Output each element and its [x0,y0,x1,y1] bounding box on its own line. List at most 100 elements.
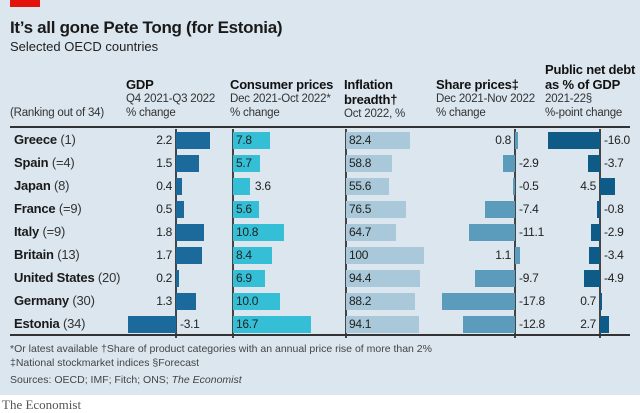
inflation-bar [346,316,420,333]
country-rank: (1) [60,132,76,147]
share-value: -12.8 [519,317,545,331]
share-bar [442,293,515,310]
gdp-bar [176,247,203,264]
debt-value: -3.7 [604,156,624,170]
header-share-period: Dec 2021-Nov 2022 [436,93,535,105]
country-label: Italy (=9) [14,224,65,239]
cpi-bar [233,132,270,149]
header-inflation: Inflation breadth† Oct 2022, % [344,77,405,121]
debt-axis-line [599,129,601,338]
share-bar [469,224,515,241]
footer-rule [10,334,630,336]
country-rank: (=9) [58,201,82,216]
cpi-bar [233,155,260,172]
debt-bar [587,155,600,172]
header-inflation-title2: breadth† [344,92,398,107]
share-value: -11.1 [519,225,544,239]
brand-wordmark: The Economist [2,397,82,412]
cpi-value: 5.7 [236,156,252,170]
debt-value: -0.8 [604,202,624,216]
header-share-unit: % change [436,107,486,119]
share-bar [462,316,515,333]
inflation-value: 94.1 [349,317,372,331]
cpi-value: 16.7 [236,317,259,331]
country-label: Estonia (34) [14,316,86,331]
debt-bar [548,132,600,149]
cpi-value: 10.0 [236,294,259,308]
inflation-value: 100 [349,248,369,262]
header-share-title: Share prices‡ [436,77,519,92]
gdp-bar [176,178,183,195]
country-name: Italy [14,224,40,239]
inflation-value: 88.2 [349,294,372,308]
debt-bar [600,293,603,310]
header-debt-unit: %-point change [545,107,623,119]
gdp-bar [128,316,176,333]
header-gdp-unit: % change [126,107,176,119]
cpi-value: 3.6 [254,179,271,193]
header-debt: Public net debt as % of GDP 2021-22§ %-p… [545,62,635,120]
cpi-value: 8.4 [236,248,252,262]
gdp-bar [176,155,200,172]
country-rank: (8) [54,178,70,193]
inflation-bar [346,132,411,149]
chart-subtitle: Selected OECD countries [10,39,159,54]
inflation-value: 82.4 [349,133,372,147]
header-cpi-unit: % change [230,107,280,119]
debt-bar [600,178,615,195]
share-bar [503,155,515,172]
gdp-value: -3.1 [180,317,200,331]
cpi-value: 7.8 [236,133,252,147]
cpi-bar [233,247,273,264]
gdp-value: 0.2 [156,271,172,285]
country-name: Japan [14,178,51,193]
chart-title: It’s all gone Pete Tong (for Estonia) [10,18,283,37]
country-label: Greece (1) [14,132,76,147]
header-gdp-title: GDP [126,77,154,92]
header-debt-period: 2021-22§ [545,93,592,105]
gdp-value: 0.4 [156,179,172,193]
inflation-bar [346,201,406,218]
cpi-bar [233,201,260,218]
debt-bar [597,201,600,218]
share-value: -7.4 [519,202,539,216]
debt-value: 0.7 [580,294,596,308]
country-rank: (=9) [42,224,66,239]
brand-accent-bar [10,0,40,7]
inflation-bar [346,293,415,310]
ranking-label: (Ranking out of 34) [10,107,105,119]
header-gdp-period: Q4 2021-Q3 2022 [126,93,216,105]
country-label: United States (20) [14,270,120,285]
inflation-value: 76.5 [349,202,372,216]
inflation-bar [346,224,397,241]
debt-value: 4.5 [580,179,596,193]
sources: Sources: OECD; IMF; Fitch; ONS; The Econ… [10,374,242,386]
debt-bar [584,270,600,287]
inflation-value: 94.4 [349,271,372,285]
share-value: -17.8 [519,294,545,308]
inflation-bar [346,270,420,287]
footnote-1: *Or latest available †Share of product c… [10,343,432,355]
gdp-value: 2.2 [156,133,172,147]
share-axis-line [514,129,516,338]
header-inflation-title: Inflation [344,77,393,92]
header-debt-title: Public net debt [545,62,636,77]
debt-bar [590,224,600,241]
share-bar [515,247,520,264]
sources-text: Sources: OECD; IMF; Fitch; ONS; [10,374,172,386]
header-cpi-period: Dec 2021-Oct 2022* [230,93,331,105]
country-rank: (34) [62,316,86,331]
country-name: Germany [14,293,69,308]
cpi-bar [233,293,280,310]
country-name: France [14,201,56,216]
cpi-value: 5.6 [236,202,252,216]
chart-panel [0,0,640,395]
header-share: Share prices‡ Dec 2021-Nov 2022 % change [436,77,535,120]
cpi-bar [233,270,266,287]
gdp-value: 1.7 [156,248,172,262]
share-value: -9.7 [519,271,539,285]
share-value: -0.5 [519,179,539,193]
gdp-value: 1.5 [156,156,172,170]
cpi-bar [233,224,284,241]
gdp-bar [176,270,180,287]
